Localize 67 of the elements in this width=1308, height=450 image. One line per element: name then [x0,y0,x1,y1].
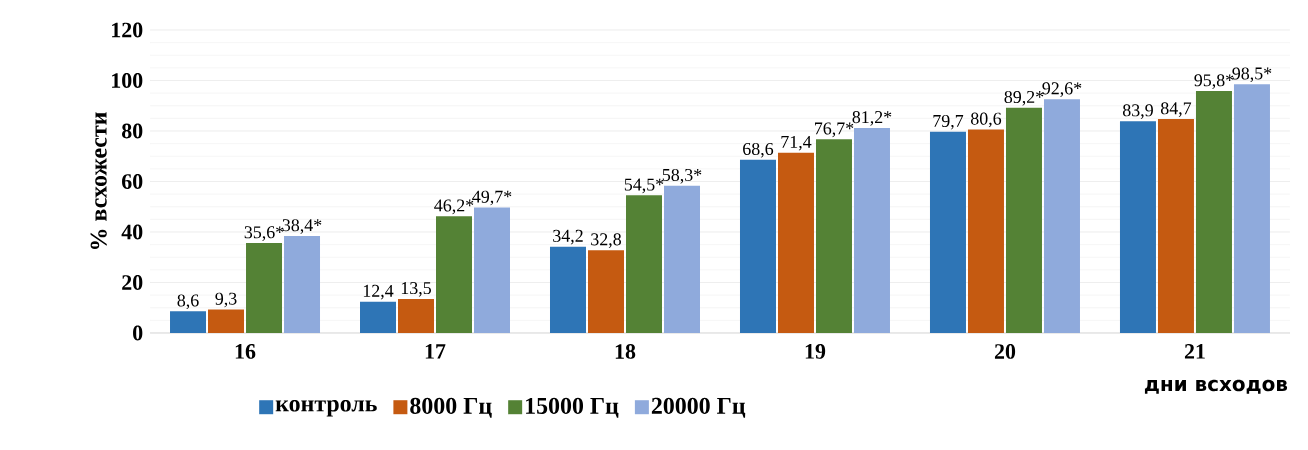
bar [1157,119,1194,333]
bar [398,298,434,333]
data-label: 89,2* [1004,90,1044,106]
data-label: 8,6 [177,294,199,310]
x-tick-label: 16 [235,344,256,359]
x-tick-label: 19 [805,344,826,359]
data-label: 13,5 [401,282,431,297]
data-label: 32,8 [591,233,621,248]
bar [853,127,890,333]
data-label: 54,5* [624,178,664,194]
data-label: 9,3 [215,292,237,308]
bar [360,301,397,333]
bar [170,311,207,333]
bar [739,159,776,333]
y-tick-label: 0 [133,325,143,341]
x-tick-label: 18 [615,344,636,359]
legend-label: 8000 Гц [410,397,492,418]
y-tick-label: 20 [122,275,143,290]
x-tick-label: 21 [1184,344,1205,359]
data-label: 80,6 [970,112,1002,128]
data-label: 79,7 [933,114,964,130]
data-label: 81,2* [852,111,892,126]
bar [1005,107,1042,333]
bar [1119,121,1156,333]
data-label: 83,9 [1122,104,1153,119]
data-label: 12,4 [363,284,394,300]
bar [1043,99,1080,333]
y-tick-label: 100 [112,73,143,88]
y-tick-label: 80 [121,123,143,139]
bar [284,236,321,333]
bar [967,129,1004,333]
bar [246,243,283,333]
bar [588,250,624,333]
bar [474,207,510,333]
bar [550,246,586,333]
data-label: 95,8* [1194,74,1234,89]
data-label: 68,6 [743,142,774,158]
bar [777,152,814,333]
y-axis-title: % всхожести [90,112,107,249]
y-tick-label: 40 [121,224,143,240]
y-tick-label: 60 [122,174,143,189]
x-axis-title: дни всходов [1144,379,1288,394]
data-label: 35,6* [244,226,284,241]
data-label: 49,7* [472,190,512,206]
bar [815,139,852,333]
bar [664,185,700,333]
bar [1233,84,1270,333]
bar [208,309,245,333]
bar [929,131,966,333]
y-tick-label: 120 [112,22,143,38]
x-tick-label: 17 [425,344,446,359]
data-label: 92,6* [1042,82,1082,97]
legend-label: 15000 Гц [526,397,619,418]
bar [626,195,662,333]
legend-label: 20000 Гц [651,397,746,418]
data-label: 71,4 [781,135,812,151]
data-label: 34,2 [553,229,583,245]
data-label: 76,7* [815,122,854,138]
data-label: 38,4* [282,219,322,234]
bar [436,216,472,333]
data-label: 98,5* [1232,67,1272,83]
data-label: 84,7 [1160,102,1192,117]
legend-label: контроль [275,400,377,417]
data-label: 58,3* [662,168,702,184]
data-label: 46,2* [434,199,474,215]
bar [1195,91,1232,333]
x-tick-label: 20 [994,344,1016,359]
